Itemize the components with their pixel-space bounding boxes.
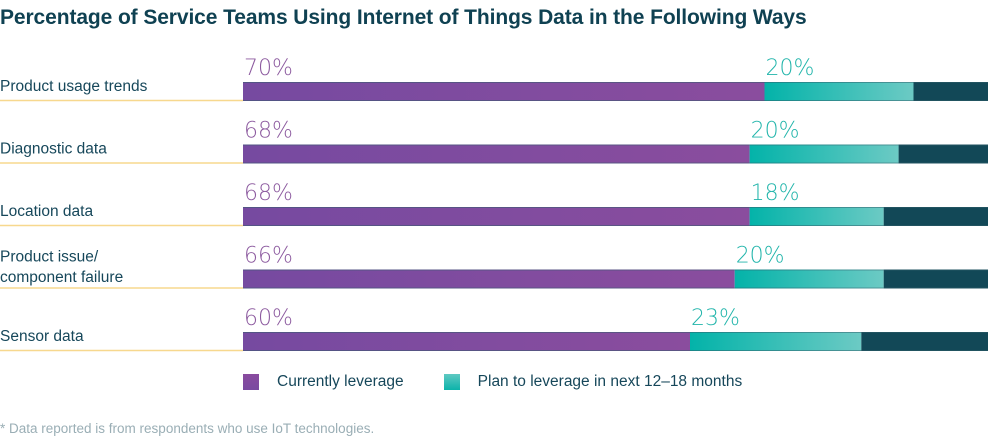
category-label: Product issue/component failure xyxy=(0,249,123,287)
bar-segment-remainder xyxy=(913,82,988,101)
bar-row: Sensor data 60% 23% xyxy=(0,306,988,352)
bar-segment-remainder xyxy=(883,207,988,226)
value-label: 66% xyxy=(244,244,293,269)
value-label: 18% xyxy=(751,181,800,206)
bar-row: Location data 68% 18% xyxy=(0,181,988,227)
bar-segment-remainder xyxy=(861,332,988,351)
legend-label-current: Currently leverage xyxy=(277,373,404,390)
bar-segment-remainder xyxy=(898,144,988,164)
footnote: * Data reported is from respondents who … xyxy=(0,421,375,436)
bar-segment-plan xyxy=(734,269,884,289)
value-label: 20% xyxy=(766,56,815,81)
legend-item-current: Currently leverage xyxy=(243,373,404,391)
legend-label-plan: Plan to leverage in next 12–18 months xyxy=(477,373,743,390)
bar-segment-plan xyxy=(690,332,862,351)
legend: Currently leverage Plan to leverage in n… xyxy=(243,373,782,391)
bar-segment-plan xyxy=(764,82,914,101)
value-label: 68% xyxy=(244,181,293,206)
bar-row: Product usage trends 70% 20% xyxy=(0,56,988,102)
chart-title: Percentage of Service Teams Using Intern… xyxy=(0,6,807,29)
bar-segment-current xyxy=(243,207,750,226)
bar-segment-remainder xyxy=(883,269,988,289)
bar-segment-current xyxy=(243,332,690,351)
value-label: 60% xyxy=(244,306,293,331)
value-label: 23% xyxy=(691,306,740,331)
bar-row: Product issue/component failure 66% 20% xyxy=(0,244,988,289)
bar-segment-plan xyxy=(749,144,899,164)
bar-segment-current xyxy=(243,82,765,101)
bar-segment-plan xyxy=(749,207,884,226)
value-label: 70% xyxy=(244,56,293,81)
bar-row: Diagnostic data 68% 20% xyxy=(0,119,988,164)
legend-item-plan: Plan to leverage in next 12–18 months xyxy=(443,373,743,391)
value-label: 20% xyxy=(751,119,800,144)
legend-swatch-plan xyxy=(443,374,460,390)
legend-swatch-current xyxy=(243,374,259,390)
bar-segment-current xyxy=(243,269,735,289)
category-label: Sensor data xyxy=(0,328,84,345)
bar-segment-current xyxy=(243,144,750,164)
category-label: Product usage trends xyxy=(0,78,148,95)
category-label: Diagnostic data xyxy=(0,141,107,158)
value-label: 68% xyxy=(244,119,293,144)
category-label: Location data xyxy=(0,203,93,220)
value-label: 20% xyxy=(736,244,785,269)
